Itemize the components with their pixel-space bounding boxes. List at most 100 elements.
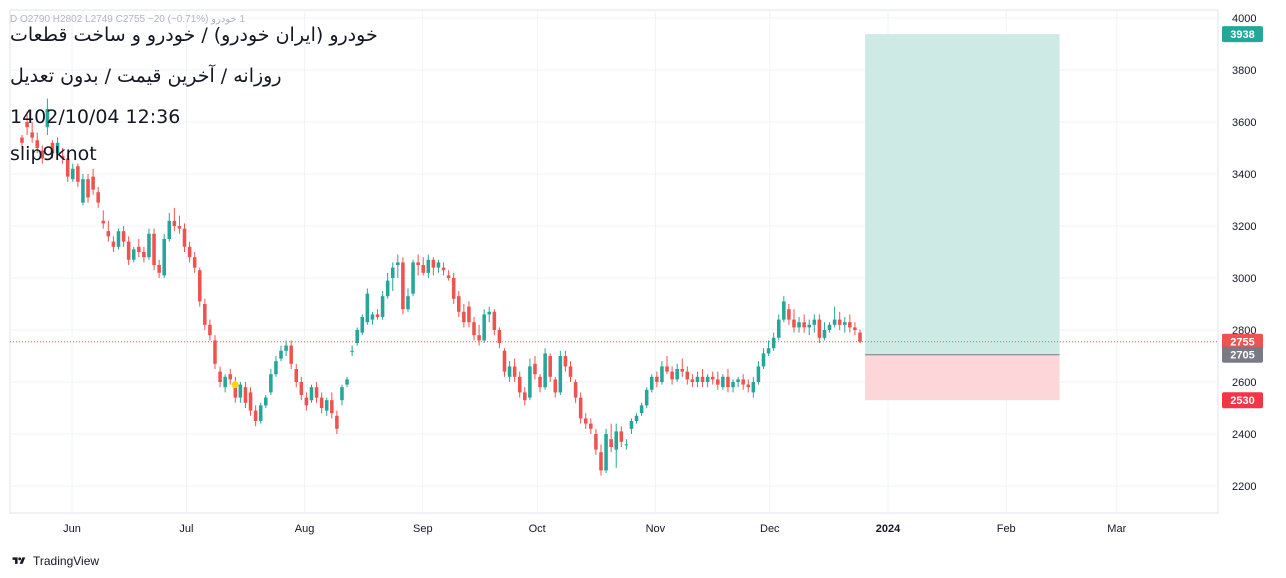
candle-body [502, 350, 507, 372]
candle-body [330, 400, 334, 414]
candle-body [776, 319, 781, 338]
candle-body [370, 314, 375, 320]
candle-body [162, 239, 166, 276]
candle-body [512, 366, 517, 377]
candle-body [284, 345, 288, 351]
candle-body [335, 415, 339, 429]
x-tick-label: Oct [529, 523, 546, 535]
y-tick-label: 2600 [1232, 377, 1256, 389]
candle-body [81, 179, 85, 203]
candle-body [213, 340, 217, 364]
candle-body [35, 140, 40, 148]
candle-body [314, 387, 319, 398]
candle-body [355, 330, 359, 343]
candle-body [812, 319, 817, 325]
candle-body [116, 231, 121, 247]
candle-body [655, 376, 659, 382]
candle-body [568, 366, 573, 377]
candle-body [604, 434, 608, 471]
candle-body [533, 363, 537, 375]
tradingview-brand[interactable]: TradingView [10, 554, 99, 568]
candle-body [441, 267, 446, 271]
candle-body [746, 384, 751, 388]
y-tick-label: 3800 [1232, 65, 1256, 77]
candle-body [467, 306, 471, 323]
y-tick-label: 2200 [1232, 481, 1256, 493]
candle-body [360, 317, 365, 333]
candle-body [131, 249, 136, 260]
candle-body [126, 241, 131, 260]
candle-body [741, 379, 745, 385]
candle-body [543, 353, 547, 388]
profit-zone [865, 34, 1060, 355]
candle-body [142, 252, 146, 258]
candle-body [853, 327, 857, 330]
brand-name: TradingView [33, 554, 100, 568]
candle-body [563, 356, 568, 367]
candle-body [797, 322, 801, 328]
stop-price-badge-text: 2530 [1230, 395, 1254, 407]
candle-body [477, 335, 481, 341]
candle-body [40, 150, 45, 159]
candle-body [528, 366, 532, 398]
candle-body [380, 296, 385, 317]
candle-body [345, 379, 349, 385]
candle-body [731, 382, 735, 388]
candle-body [177, 226, 182, 229]
marker-dot [231, 381, 239, 389]
stop-price-badge [1222, 392, 1263, 409]
candle-body [401, 262, 405, 310]
candle-body [172, 220, 177, 226]
candle-body [30, 132, 34, 138]
candle-body [223, 376, 227, 388]
candle-body [599, 452, 603, 471]
candle-body [614, 431, 618, 450]
candle-body [482, 314, 486, 341]
y-tick-label: 3000 [1232, 273, 1256, 285]
candle-body [106, 231, 111, 237]
candle-body [451, 278, 456, 299]
candle-body [736, 379, 740, 382]
target-price-badge [1222, 26, 1263, 43]
candle-body [517, 376, 522, 393]
candle-body [756, 366, 761, 382]
candle-body [121, 231, 126, 242]
candle-body [462, 311, 466, 323]
x-tick-label: Feb [997, 523, 1016, 535]
candle-body [50, 142, 55, 154]
candle-body [751, 382, 756, 393]
chart-subtitle: روزانه / آخرین قیمت / بدون تعدیل [10, 65, 282, 87]
candle-body [802, 322, 806, 328]
x-tick-label: Dec [760, 523, 780, 535]
y-tick-label: 2400 [1232, 429, 1256, 441]
candle-body [20, 137, 24, 143]
candle-body [86, 179, 90, 198]
x-tick-label: Jul [179, 523, 193, 535]
candle-body [842, 322, 847, 325]
candle-body [258, 405, 263, 421]
candle-body [548, 356, 552, 377]
candle-body [487, 311, 492, 315]
candle-body [192, 257, 197, 268]
candle-body [523, 392, 527, 401]
candle-body [665, 366, 669, 372]
candle-body [721, 376, 725, 388]
candle-body [385, 280, 390, 297]
candle-body [685, 371, 690, 380]
candle-body [375, 314, 380, 317]
candle-body [538, 376, 542, 388]
candle-body [299, 382, 304, 395]
candle-body [624, 444, 629, 446]
candle-body [187, 246, 192, 258]
chart-title: خودرو (ایران خودرو) / خودرو و ساخت قطعات [10, 24, 378, 46]
candle-body [675, 369, 679, 380]
candle-body [55, 142, 60, 154]
candle-body [233, 382, 238, 398]
candle-body [629, 421, 634, 429]
y-tick-label: 3600 [1232, 117, 1256, 129]
x-tick-label: Aug [295, 523, 315, 535]
candle-body [279, 350, 283, 359]
candle-body [761, 353, 766, 367]
candle-body [436, 262, 441, 268]
